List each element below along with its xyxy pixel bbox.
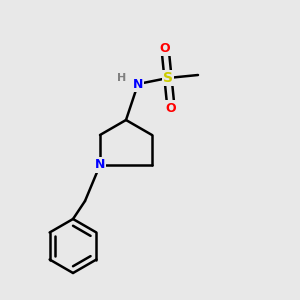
Text: N: N — [133, 77, 143, 91]
Text: S: S — [163, 71, 173, 85]
Text: O: O — [166, 101, 176, 115]
Text: H: H — [117, 73, 126, 83]
Text: N: N — [95, 158, 105, 172]
Text: O: O — [160, 41, 170, 55]
